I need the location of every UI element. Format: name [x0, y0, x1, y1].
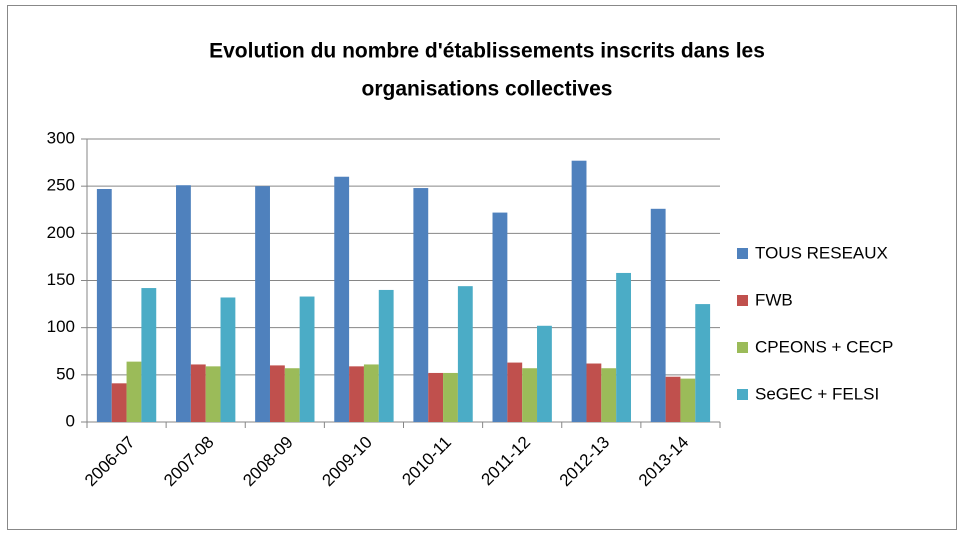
- y-tick-label: 100: [47, 317, 75, 336]
- bar: [586, 363, 602, 422]
- chart-title: organisations collectives: [362, 78, 613, 101]
- bar: [413, 188, 429, 422]
- bar: [269, 365, 285, 422]
- bar: [428, 372, 444, 422]
- bar: [220, 297, 236, 422]
- y-tick-label: 0: [66, 411, 75, 430]
- bar: [507, 362, 523, 422]
- y-tick-label: 250: [47, 176, 75, 195]
- bar: [334, 176, 350, 422]
- legend-swatch: [737, 389, 748, 400]
- chart-title: Evolution du nombre d'établissements ins…: [209, 40, 765, 63]
- y-tick-label: 300: [47, 128, 75, 147]
- bar: [665, 376, 681, 422]
- bar: [443, 372, 458, 422]
- bar: [96, 188, 112, 422]
- bar: [349, 366, 364, 422]
- legend-swatch: [737, 342, 748, 353]
- bar: [571, 160, 587, 423]
- legend-label: FWB: [755, 290, 793, 309]
- bar: [255, 186, 270, 422]
- bar: [141, 288, 157, 422]
- legend-swatch: [737, 295, 748, 306]
- bar: [378, 289, 394, 422]
- bar: [650, 208, 666, 422]
- y-tick-label: 50: [56, 364, 75, 383]
- bar: [284, 368, 300, 422]
- bar: [299, 296, 315, 422]
- bar: [680, 378, 696, 422]
- bar: [176, 185, 191, 422]
- bar: [492, 212, 508, 422]
- bar: [363, 364, 379, 422]
- bar: [190, 364, 206, 422]
- bar: [522, 368, 538, 422]
- chart-border: [7, 5, 957, 530]
- bar: [126, 361, 142, 422]
- y-tick-label: 200: [47, 223, 75, 242]
- bar: [695, 304, 711, 422]
- bar: [205, 366, 221, 422]
- legend-label: SeGEC + FELSI: [755, 384, 879, 403]
- y-tick-label: 150: [47, 270, 75, 289]
- bar: [111, 383, 127, 422]
- bar: [616, 272, 631, 422]
- bar: [537, 325, 552, 422]
- legend-label: CPEONS + CECP: [755, 337, 893, 356]
- bar: [457, 286, 473, 422]
- legend-swatch: [737, 248, 748, 259]
- bar: [601, 368, 617, 422]
- legend-label: TOUS RESEAUX: [755, 243, 888, 262]
